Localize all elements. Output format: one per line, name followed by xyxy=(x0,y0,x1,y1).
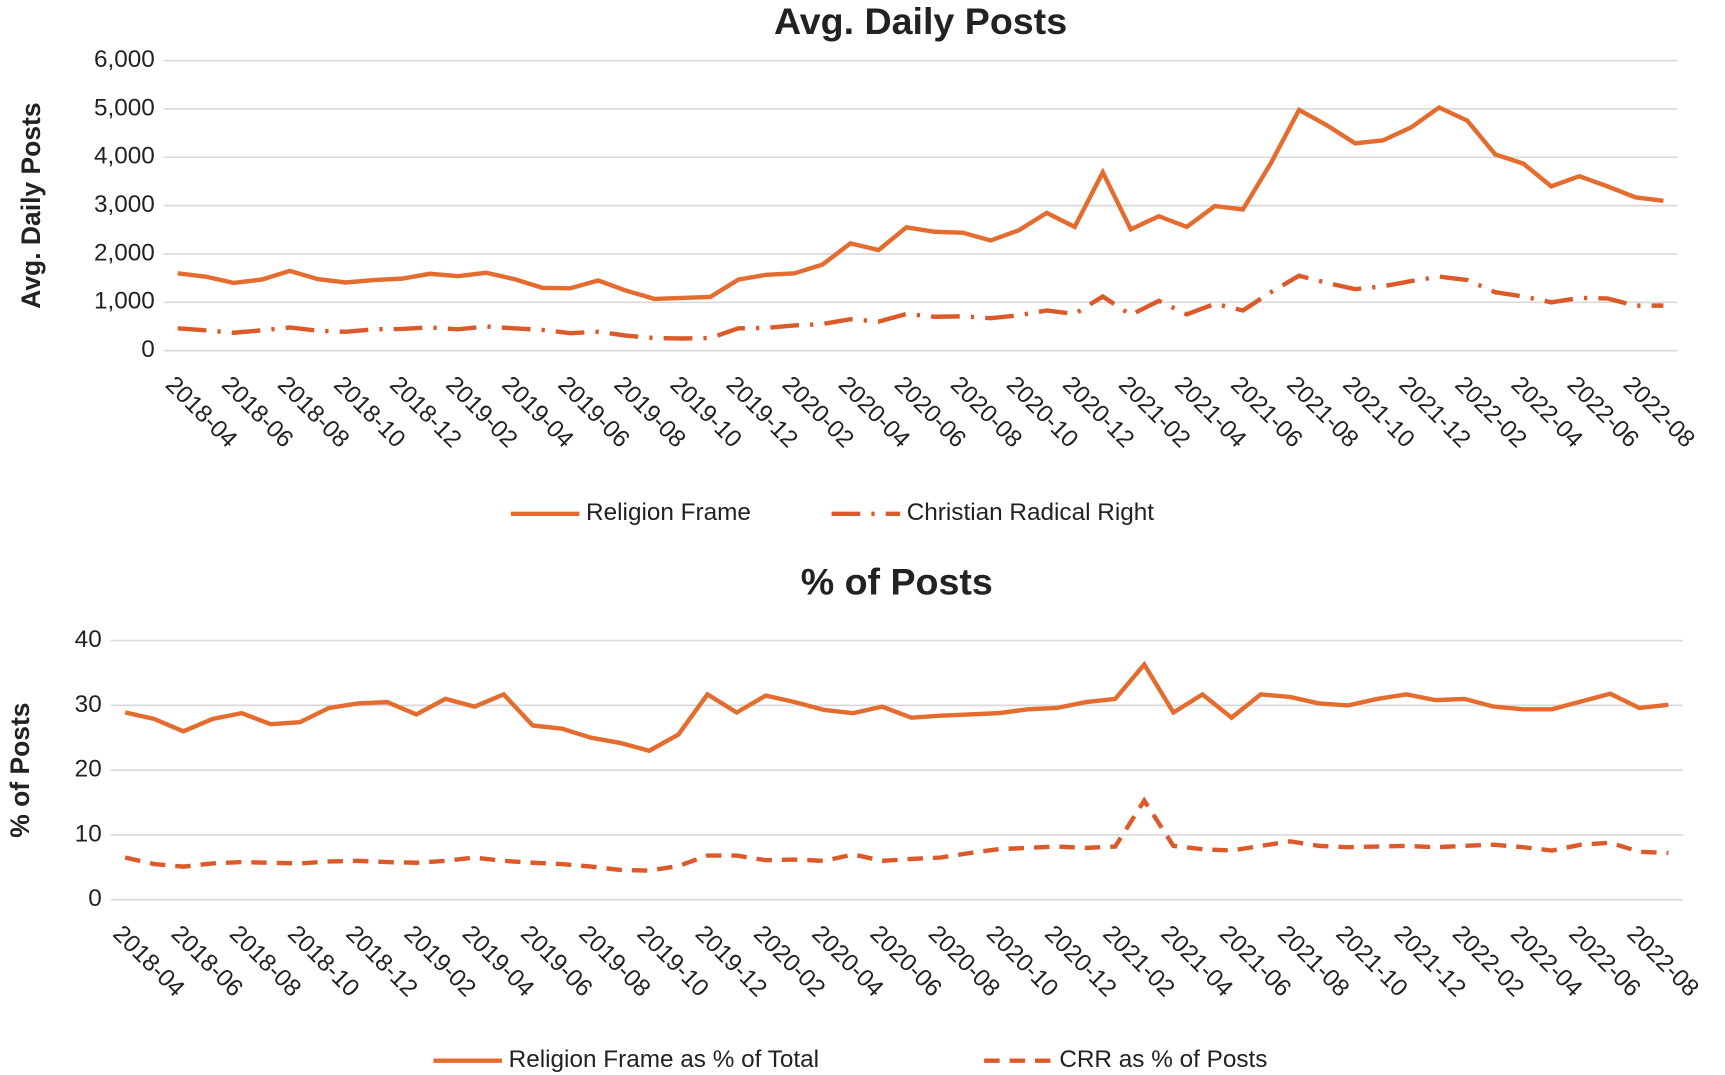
y-tick-label: 6,000 xyxy=(94,46,155,73)
y-axis-label: % of Posts xyxy=(5,703,35,838)
chart-title: % of Posts xyxy=(801,560,993,602)
legend-label: Religion Frame xyxy=(586,499,751,526)
series-line xyxy=(177,273,1664,341)
series-line xyxy=(124,796,1669,873)
legend-label: Religion Frame as % of Total xyxy=(509,1046,819,1073)
y-tick-label: 1,000 xyxy=(94,288,155,315)
y-tick-label: 3,000 xyxy=(94,191,155,218)
y-tick-label: 40 xyxy=(75,626,102,653)
y-tick-label: 0 xyxy=(141,336,155,363)
y-axis-label: Avg. Daily Posts xyxy=(16,102,46,308)
chart-title: Avg. Daily Posts xyxy=(774,0,1067,42)
series-line xyxy=(124,660,1669,754)
legend-label: CRR as % of Posts xyxy=(1059,1046,1267,1073)
legend-label: Christian Radical Right xyxy=(907,499,1155,526)
y-tick-label: 10 xyxy=(75,820,102,847)
y-tick-label: 2,000 xyxy=(94,239,155,266)
series-line xyxy=(177,104,1664,302)
y-tick-label: 0 xyxy=(88,885,102,912)
y-tick-label: 4,000 xyxy=(94,143,155,170)
y-tick-label: 30 xyxy=(75,691,102,718)
y-tick-label: 5,000 xyxy=(94,94,155,121)
y-tick-label: 20 xyxy=(75,756,102,783)
